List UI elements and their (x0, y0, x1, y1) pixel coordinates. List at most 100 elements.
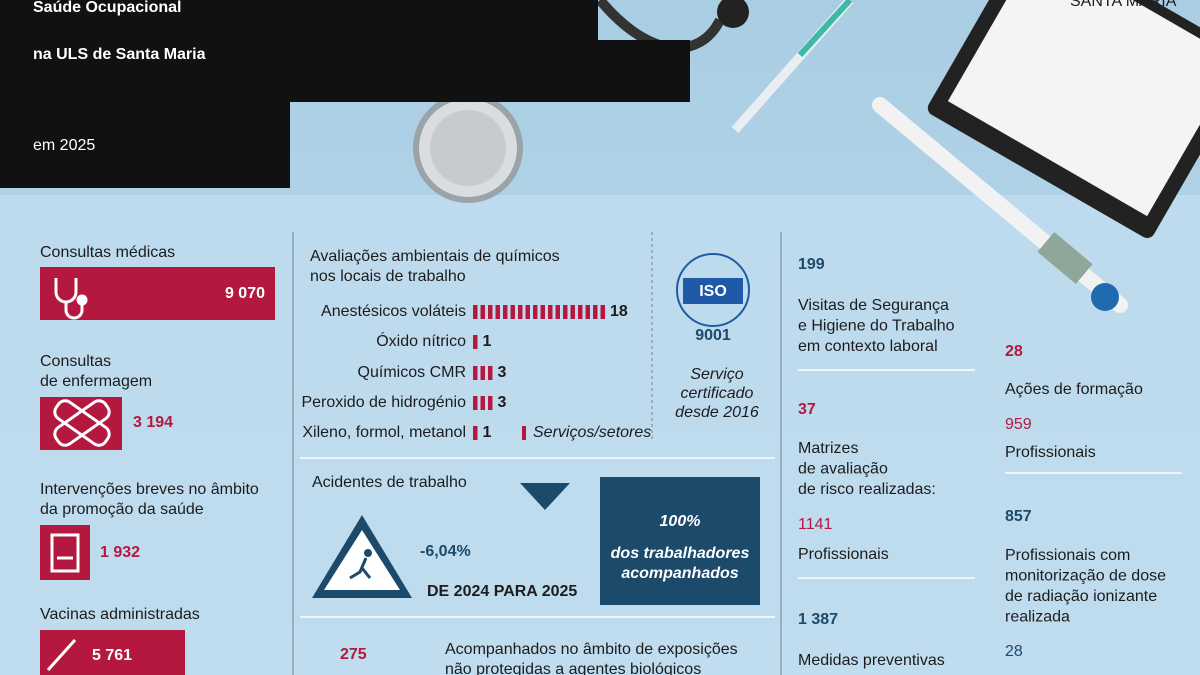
tick (585, 305, 590, 319)
stat-label: realizada (1005, 609, 1070, 626)
tick (570, 305, 575, 319)
tick (548, 305, 553, 319)
stat-label: Matrizes (798, 440, 858, 457)
sub-label: Profissionais (798, 546, 889, 563)
coverage: 100% (660, 513, 701, 530)
title: na ULS de Santa Maria (33, 46, 206, 63)
tick (473, 335, 478, 349)
sub-label: Profissionais (1005, 444, 1096, 461)
legend: Serviços/setores (533, 424, 651, 441)
tick (503, 305, 508, 319)
value: 275 (340, 646, 367, 663)
label: de enfermagem (40, 373, 152, 390)
tick (488, 305, 493, 319)
title-box (0, 100, 290, 188)
title-box (0, 40, 690, 102)
label: Intervenções breves no âmbito (40, 481, 259, 498)
iso-code: 9001 (695, 327, 731, 344)
logo-text: SANTA MARIA (1070, 0, 1177, 10)
legend-swatch (522, 426, 526, 440)
row-label: Xileno, formol, metanol (302, 424, 466, 441)
tick (540, 305, 545, 319)
stat-value: 857 (1005, 508, 1032, 525)
thermometer (872, 97, 1128, 313)
sub-value: 1141 (798, 516, 833, 533)
tick (488, 396, 493, 410)
tick (480, 305, 485, 319)
stat-label: de radiação ionizante (1005, 588, 1157, 605)
syringe (731, 0, 854, 133)
section-title: Acidentes de trabalho (312, 474, 467, 491)
value: 9 070 (225, 285, 265, 302)
tick (518, 305, 523, 319)
caption: certificado (681, 385, 754, 402)
row-value: 1 (483, 424, 492, 441)
row-value: 3 (498, 364, 507, 381)
coverage-box (600, 477, 760, 605)
value-box (40, 267, 275, 320)
label: Consultas médicas (40, 244, 175, 261)
row-value: 1 (483, 333, 492, 350)
row-label: Químicos CMR (358, 364, 466, 381)
tick (533, 305, 538, 319)
row-value: 18 (610, 303, 628, 320)
value: 3 194 (133, 414, 173, 431)
tick (473, 426, 478, 440)
period: DE 2024 PARA 2025 (427, 583, 577, 600)
warning-icon (312, 515, 412, 598)
value: 1 932 (100, 544, 140, 561)
tick (495, 305, 500, 319)
caption: Serviço (690, 366, 743, 383)
stat-value: 199 (798, 256, 825, 273)
title: Saúde Ocupacional (33, 0, 181, 16)
clipboard (927, 0, 1200, 239)
label: não protegidas a agentes biológicos (445, 661, 701, 675)
sub-value: 959 (1005, 416, 1032, 433)
tick (563, 305, 568, 319)
down-arrow (520, 483, 570, 510)
tick (473, 305, 478, 319)
stat-label: em contexto laboral (798, 338, 938, 355)
label: Consultas (40, 353, 111, 370)
stat-label: e Higiene do Trabalho (798, 318, 955, 335)
stat-label: Profissionais com (1005, 547, 1130, 564)
stat-label: de risco realizadas: (798, 481, 936, 498)
stat-value: 37 (798, 401, 816, 418)
section-title: Avaliações ambientais de químicos (310, 248, 560, 265)
tick (510, 305, 515, 319)
stat-label: de avaliação (798, 461, 888, 478)
tick (555, 305, 560, 319)
iso-logo (676, 253, 750, 327)
tick (480, 396, 485, 410)
tick (473, 396, 478, 410)
stat-label: Ações de formação (1005, 381, 1143, 398)
tick (473, 366, 478, 380)
change: -6,04% (420, 543, 471, 560)
tick (480, 366, 485, 380)
iso-text: ISO (699, 283, 727, 300)
title: em 2025 (33, 137, 95, 154)
coverage-text: acompanhados (621, 565, 738, 582)
row-label: Óxido nítrico (376, 331, 466, 350)
tick (578, 305, 583, 319)
row-label: Peroxido de hidrogénio (301, 394, 466, 411)
icons (46, 278, 111, 672)
stat-label: monitorização de dose (1005, 568, 1166, 585)
tick (525, 305, 530, 319)
label: Acompanhados no âmbito de exposições (445, 641, 738, 658)
row-label: Anestésicos voláteis (321, 303, 466, 320)
stat-value: 28 (1005, 343, 1023, 360)
section-title: nos locais de trabalho (310, 268, 466, 285)
label: Vacinas administradas (40, 606, 200, 623)
tick (488, 366, 493, 380)
row-value: 3 (498, 394, 507, 411)
value: 5 761 (92, 647, 132, 664)
tick (593, 305, 598, 319)
caption: desde 2016 (675, 404, 759, 421)
icon-box (40, 397, 122, 450)
label: da promoção da saúde (40, 501, 204, 518)
sub-value: 28 (1005, 643, 1023, 660)
tick (600, 305, 605, 319)
